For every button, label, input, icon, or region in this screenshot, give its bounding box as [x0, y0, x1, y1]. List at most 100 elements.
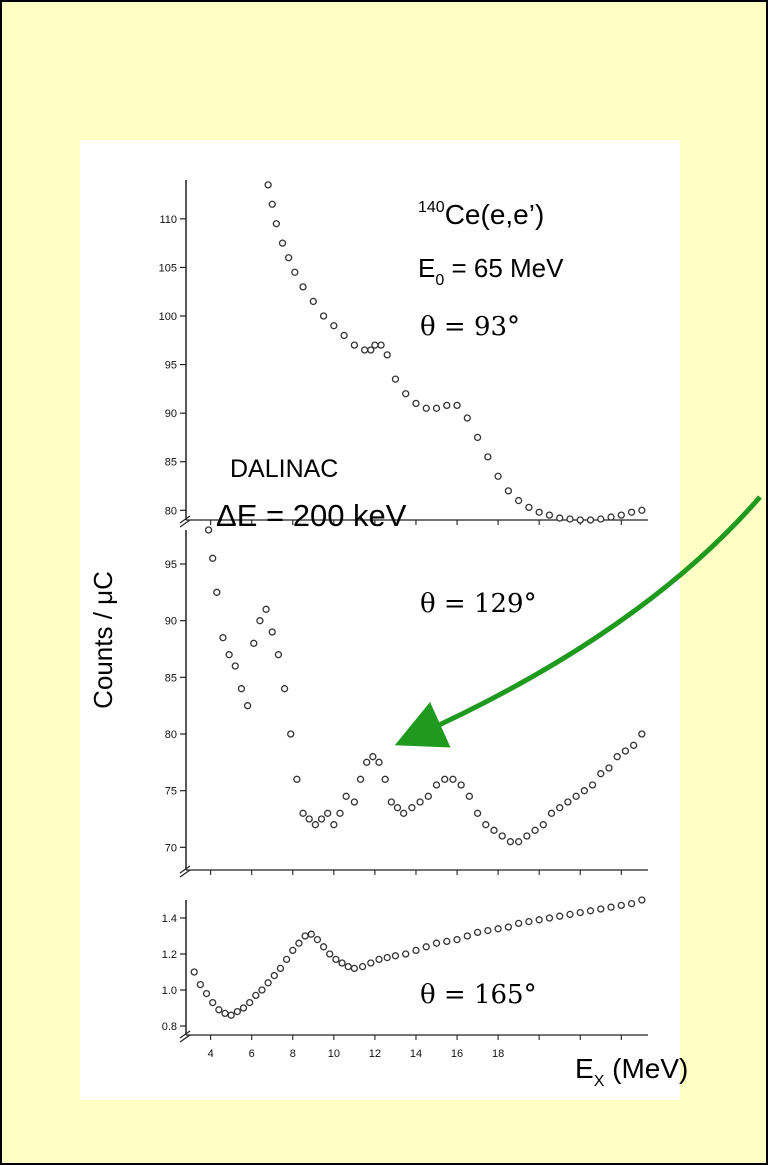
x-tick-label: 16	[451, 1048, 463, 1060]
y-tick-label: 95	[165, 559, 177, 571]
data-point	[621, 747, 630, 755]
data-point	[402, 950, 410, 958]
data-point	[330, 322, 338, 330]
data-point	[243, 702, 252, 710]
data-point	[221, 1009, 229, 1018]
y-tick-label: 85	[165, 672, 177, 684]
data-point	[453, 935, 461, 944]
data-point	[295, 939, 303, 947]
data-point	[393, 804, 402, 812]
data-point	[190, 968, 198, 976]
data-point	[340, 331, 348, 340]
data-point	[605, 764, 613, 772]
resolution-label: ΔE = 200 keV	[216, 498, 407, 533]
axis-break-mark	[179, 1030, 191, 1039]
data-point	[383, 351, 391, 359]
data-point	[473, 809, 482, 817]
data-point	[258, 986, 266, 994]
data-point	[525, 917, 533, 926]
data-point	[227, 1011, 235, 1019]
data-point	[231, 662, 239, 670]
data-point	[272, 220, 280, 228]
data-point	[202, 989, 211, 998]
data-point	[432, 404, 441, 412]
data-point	[363, 758, 371, 766]
data-point	[597, 515, 605, 523]
data-point	[377, 341, 385, 349]
data-point	[285, 254, 293, 262]
angle-label: θ = 165°	[420, 980, 537, 1010]
data-point	[638, 730, 646, 738]
panel-middle: 70 75 80 85 90 95 θ = 129°	[165, 526, 648, 878]
data-point	[597, 770, 605, 778]
data-point	[237, 685, 246, 693]
data-point	[311, 821, 320, 829]
axis-break-mark	[179, 865, 191, 874]
data-point	[319, 312, 328, 320]
data-point	[330, 821, 338, 829]
data-point	[504, 487, 513, 495]
data-point	[233, 1007, 241, 1016]
x-tick-label: 8	[290, 1048, 296, 1060]
plot-background	[80, 140, 680, 1100]
data-point	[313, 935, 322, 944]
data-point	[299, 283, 307, 291]
data-point	[246, 998, 254, 1007]
data-point	[556, 514, 564, 522]
data-point	[432, 781, 441, 789]
y-tick-label: 1.0	[162, 985, 177, 997]
data-point	[535, 916, 543, 924]
y-axis-label: Counts / μC	[88, 571, 118, 709]
data-point	[268, 628, 276, 636]
beam-energy-label: E0 = 65 MeV	[418, 253, 564, 289]
y-tick-label: 1.2	[162, 949, 177, 961]
data-point	[299, 809, 307, 817]
data-point	[443, 401, 451, 410]
data-point	[498, 832, 506, 840]
axis-break-mark	[179, 869, 191, 878]
data-point	[239, 1004, 248, 1012]
data-point	[564, 798, 572, 806]
panel-top: 80 85 90 95 100 105 110 θ = 93°	[159, 180, 648, 528]
data-point	[400, 809, 408, 817]
y-tick-label: 100	[159, 311, 177, 323]
data-point	[412, 399, 420, 408]
data-point	[484, 453, 492, 461]
y-tick-label: 75	[165, 786, 177, 798]
data-point	[545, 511, 554, 519]
data-point	[545, 914, 554, 922]
data-point	[332, 955, 340, 964]
data-point	[293, 775, 301, 783]
data-point	[367, 346, 375, 354]
data-point	[588, 781, 597, 789]
data-point	[453, 401, 461, 410]
data-point	[531, 826, 539, 834]
data-point	[387, 798, 395, 806]
axis-break-mark	[179, 515, 191, 524]
data-point	[494, 925, 502, 933]
data-point	[225, 651, 233, 659]
y-tick-label: 80	[165, 505, 177, 517]
data-point	[391, 952, 400, 960]
data-point	[350, 341, 359, 349]
data-point	[324, 809, 332, 817]
data-point	[449, 775, 457, 783]
data-point	[514, 838, 523, 846]
data-point	[607, 513, 615, 521]
data-point	[617, 901, 625, 910]
data-point	[391, 375, 400, 383]
data-point	[350, 798, 359, 806]
data-point	[556, 912, 564, 920]
data-point	[514, 496, 523, 505]
y-tick-label: 110	[159, 214, 177, 226]
x-tick-label: 6	[249, 1048, 255, 1060]
data-point	[360, 346, 369, 354]
data-point	[264, 979, 272, 987]
highlight-arrow	[394, 495, 762, 748]
data-point	[422, 943, 430, 951]
axis-break-mark	[179, 1034, 191, 1043]
data-point	[262, 605, 270, 613]
data-point	[358, 962, 367, 971]
data-point	[309, 297, 317, 306]
